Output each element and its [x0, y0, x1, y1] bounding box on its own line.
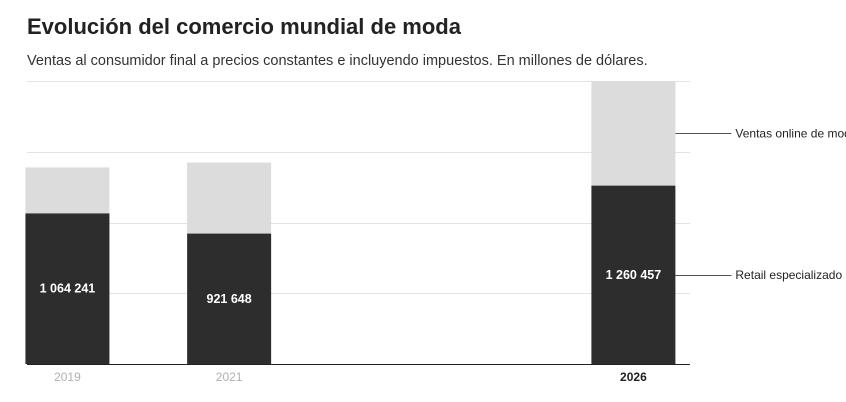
legend-label-online: Ventas online de moda: [735, 126, 846, 140]
bar-online-2019: [25, 167, 110, 214]
x-tick-label-2021: 2021: [216, 370, 243, 384]
bar-retail-2019: [25, 213, 110, 364]
x-tick-label-2026: 2026: [620, 370, 647, 384]
chart-title: Evolución del comercio mundial de moda: [27, 14, 461, 39]
bar-online-2026: [591, 80, 676, 186]
x-tick-label-2019: 2019: [54, 370, 81, 384]
chart-subtitle: Ventas al consumidor final a precios con…: [27, 53, 648, 69]
bar-retail-2021: [187, 233, 272, 364]
data-label-2026: 1 260 457: [606, 268, 662, 282]
bar-retail-2026: [591, 185, 676, 364]
data-label-2019: 1 064 241: [40, 282, 96, 296]
bar-online-2021: [187, 162, 272, 234]
data-label-2021: 921 648: [207, 292, 252, 306]
legend-label-retail: Retail especializado: [735, 268, 842, 282]
